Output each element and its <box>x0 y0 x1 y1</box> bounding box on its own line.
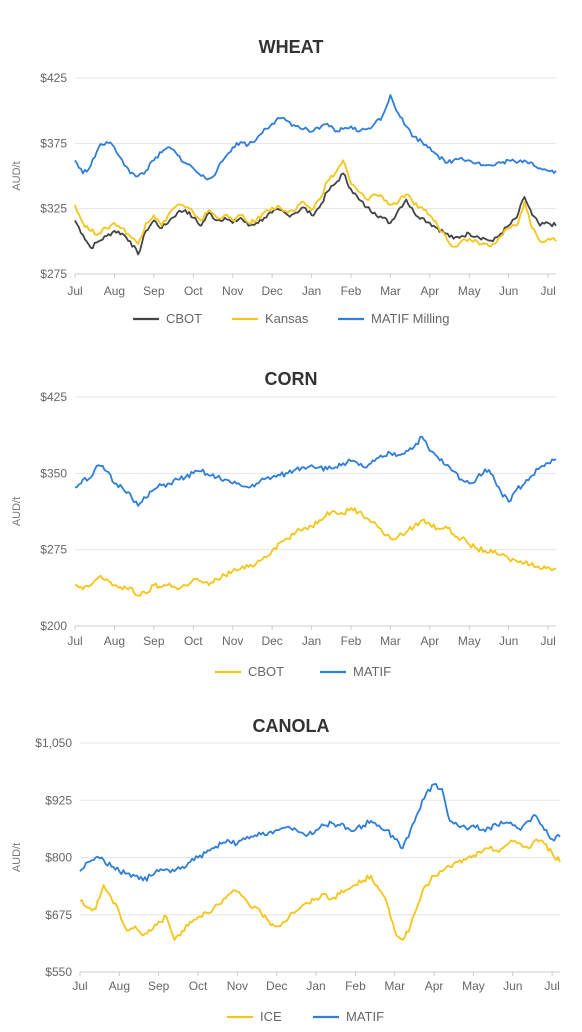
x-tick-label: Feb <box>341 634 362 648</box>
chart-title: CORN <box>265 369 318 389</box>
series-line-cbot <box>74 172 557 256</box>
x-tick-label: Jul <box>72 979 87 993</box>
series-line-matif <box>79 783 561 882</box>
y-tick-label: $550 <box>45 965 72 979</box>
series-line-matif <box>74 435 557 507</box>
y-tick-label: $375 <box>40 136 67 150</box>
x-tick-label: Jan <box>306 979 325 993</box>
x-tick-label: Oct <box>184 634 203 648</box>
x-tick-label: Aug <box>104 284 125 298</box>
x-tick-label: Nov <box>222 284 243 298</box>
x-tick-label: May <box>458 634 481 648</box>
y-tick-label: $425 <box>40 390 67 404</box>
x-tick-label: Dec <box>261 284 282 298</box>
x-tick-label: Dec <box>266 979 287 993</box>
x-tick-label: Oct <box>184 284 203 298</box>
x-tick-label: Jun <box>503 979 522 993</box>
y-tick-label: $275 <box>40 267 67 281</box>
y-tick-label: $925 <box>45 793 72 807</box>
y-tick-label: $200 <box>40 619 67 633</box>
x-tick-label: Jun <box>499 284 518 298</box>
x-tick-label: Sep <box>148 979 170 993</box>
series-line-matif-milling <box>74 94 557 181</box>
y-tick-label: $350 <box>40 466 67 480</box>
y-tick-label: $675 <box>45 908 72 922</box>
x-tick-label: Dec <box>261 634 282 648</box>
x-tick-label: Nov <box>227 979 248 993</box>
legend-label: Kansas <box>265 311 309 326</box>
x-tick-label: Jul <box>540 284 555 298</box>
legend-label: MATIF Milling <box>371 311 449 326</box>
x-tick-label: Sep <box>143 284 165 298</box>
corn-chart: CORN $425 $350 $275 $200 AUD/t Jul Aug Sep Oct Nov… <box>11 369 557 679</box>
x-tick-label: May <box>458 284 481 298</box>
series-line-kansas <box>74 159 557 248</box>
x-tick-label: Mar <box>384 979 405 993</box>
y-axis-label: AUD/t <box>11 843 23 872</box>
x-tick-label: Jul <box>540 634 555 648</box>
y-axis-label: AUD/t <box>11 497 23 526</box>
x-tick-label: Jul <box>67 634 82 648</box>
x-tick-label: Jan <box>302 634 321 648</box>
y-tick-label: $425 <box>40 71 67 85</box>
legend-label: MATIF <box>346 1009 384 1024</box>
x-tick-label: Feb <box>341 284 362 298</box>
y-tick-label: $1,050 <box>35 736 72 750</box>
x-tick-label: Feb <box>345 979 366 993</box>
x-tick-label: Apr <box>420 284 439 298</box>
x-tick-label: Oct <box>189 979 208 993</box>
x-tick-label: Jan <box>302 284 321 298</box>
y-axis-label: AUD/t <box>11 161 23 190</box>
x-tick-label: Aug <box>109 979 130 993</box>
legend-label: CBOT <box>166 311 202 326</box>
x-tick-label: Aug <box>104 634 125 648</box>
x-tick-label: Jul <box>67 284 82 298</box>
legend-label: MATIF <box>353 664 391 679</box>
x-tick-label: Jun <box>499 634 518 648</box>
y-tick-label: $325 <box>40 202 67 216</box>
x-tick-label: Nov <box>222 634 243 648</box>
chart-title: WHEAT <box>259 37 324 57</box>
legend-label: CBOT <box>248 664 284 679</box>
x-tick-label: Mar <box>380 284 401 298</box>
x-tick-label: Apr <box>420 634 439 648</box>
legend-label: ICE <box>260 1009 282 1024</box>
x-tick-label: May <box>462 979 485 993</box>
series-line-cbot <box>74 506 557 597</box>
canola-chart: CANOLA $1,050 $925 $800 $675 $550 AUD/t Jul Aug S… <box>11 716 561 1024</box>
chart-title: CANOLA <box>253 716 330 736</box>
wheat-chart: WHEAT $425 $375 $325 $275 AUD/t Jul Aug Sep Oct No… <box>11 37 557 326</box>
series-line-ice <box>79 838 561 941</box>
x-tick-label: Jul <box>544 979 559 993</box>
y-tick-label: $800 <box>45 851 72 865</box>
y-tick-label: $275 <box>40 543 67 557</box>
x-tick-label: Mar <box>380 634 401 648</box>
x-tick-label: Apr <box>425 979 444 993</box>
x-tick-label: Sep <box>143 634 165 648</box>
